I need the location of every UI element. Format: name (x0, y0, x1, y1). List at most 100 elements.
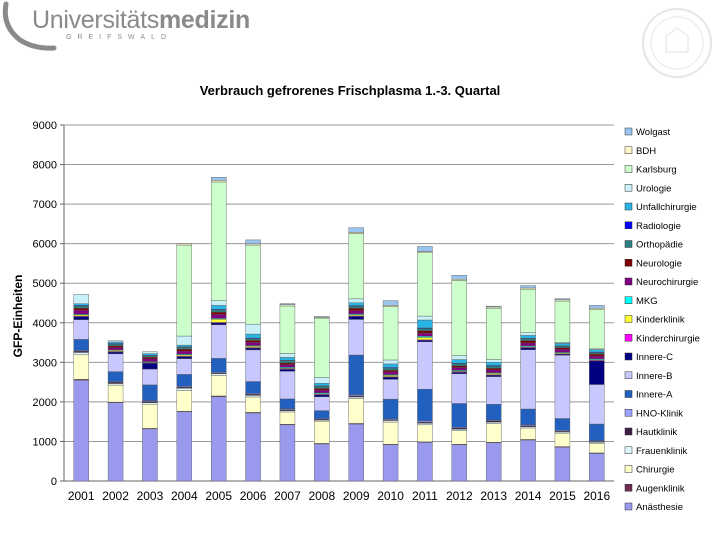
bar-segment (210, 181, 227, 301)
x-tick-label: 2008 (308, 489, 335, 503)
bar-segment (451, 280, 468, 356)
legend-swatch (624, 165, 633, 173)
bar-segment (245, 323, 261, 335)
bar-segment (485, 404, 502, 421)
legend-label: Innere-B (636, 371, 672, 382)
bar-segment (73, 294, 89, 304)
bar-segment (176, 390, 193, 412)
bar-segment (554, 349, 571, 353)
y-tick-label: 1000 (33, 436, 57, 448)
bar-segment (279, 362, 296, 365)
bar-segment (485, 362, 502, 366)
bar-segment (314, 410, 330, 419)
bar-segment (520, 439, 536, 482)
bar-segment (142, 351, 158, 354)
bar-segment (417, 442, 433, 482)
bar-segment (314, 389, 330, 393)
bar-segment (210, 375, 227, 397)
bar-segment (210, 314, 227, 319)
y-tick-label: 5000 (33, 278, 57, 290)
bar-segment (245, 349, 261, 382)
x-tick-label: 2015 (549, 489, 576, 503)
bar-segment (348, 298, 364, 304)
bar-segment (142, 368, 158, 386)
bar-segment (485, 369, 502, 373)
legend-swatch (624, 334, 633, 342)
bar-segment (210, 319, 227, 323)
bar-segment (382, 359, 399, 365)
bar-segment (210, 305, 227, 310)
bar-segment (348, 398, 364, 424)
bar-segment (73, 379, 89, 482)
bar-segment (417, 424, 433, 443)
bar-segment (451, 275, 468, 280)
bar-segment (348, 302, 364, 306)
legend-label: Unfallchirurgie (636, 202, 697, 213)
legend-label: Frauenklinik (636, 446, 687, 457)
bar-segment (176, 344, 193, 347)
bar-segment (520, 427, 536, 440)
bar-segment (451, 355, 468, 360)
legend-label: Kinderchirurgie (636, 333, 700, 344)
bar-segment (348, 308, 364, 311)
x-tick-label: 2016 (583, 489, 610, 503)
legend-swatch (624, 484, 633, 492)
bar-segment (314, 443, 330, 482)
bar-segment (279, 411, 296, 425)
bar-segment (485, 368, 502, 371)
legend-swatch (624, 296, 633, 304)
y-tick-label: 6000 (33, 239, 57, 251)
bar-segment (451, 430, 468, 445)
bar-segment (554, 418, 571, 431)
legend-label: Karlsburg (636, 165, 677, 176)
bar-segment (73, 339, 89, 351)
bar-segment (589, 353, 605, 357)
bar-segment (176, 350, 193, 355)
bar-segment (417, 423, 433, 426)
bar-segment (279, 364, 296, 368)
logo-arc-icon (2, 1, 57, 51)
legend-swatch (624, 277, 633, 286)
bar-segment (417, 319, 433, 329)
logo-text-regular: Universitäts (32, 6, 159, 34)
bar-segment (314, 383, 330, 386)
y-tick-label: 9000 (33, 120, 57, 132)
bar-segment (73, 309, 89, 315)
bar-segment (210, 373, 227, 376)
bar-segment (417, 252, 433, 317)
bar-segment (589, 453, 605, 482)
chart-title: Verbrauch gefrorenes Frischplasma 1.-3. … (200, 83, 501, 98)
bar-segment (314, 396, 330, 411)
legend-label: Urologie (636, 183, 671, 194)
bar-segment (417, 332, 433, 337)
x-tick-labels: 2001 2002 2003 2004 2005 2006 2007 2008 2009 2010… (68, 489, 611, 503)
x-tick-label: 2002 (102, 489, 129, 503)
legend-swatch (624, 427, 633, 436)
bar-segment (348, 319, 364, 356)
bar-segment (210, 300, 227, 306)
bar-segment (142, 356, 158, 359)
legend-swatch (624, 127, 633, 136)
x-tick-label: 2010 (377, 489, 404, 503)
bar-segment (382, 421, 399, 445)
y-tick-label: 4000 (33, 318, 57, 330)
legend-swatch (624, 221, 633, 229)
bar-segment (142, 404, 158, 429)
bar-segment (73, 354, 89, 380)
bar-segment (554, 300, 571, 343)
bar-segment (210, 358, 227, 373)
bar-segment (279, 398, 296, 410)
bar-segment (176, 358, 193, 375)
legend-swatch (624, 146, 633, 154)
x-tick-label: 2005 (205, 489, 232, 503)
bar-segment (142, 353, 158, 356)
bar-segment (314, 377, 330, 384)
bar-segment (142, 362, 158, 370)
bar-segment (279, 305, 296, 354)
bar-segment (107, 347, 124, 351)
bar-segment (348, 227, 364, 233)
x-tick-label: 2004 (171, 489, 198, 503)
bar-segment (176, 348, 193, 352)
bar-segment (107, 384, 124, 403)
bar-segment (210, 180, 227, 183)
